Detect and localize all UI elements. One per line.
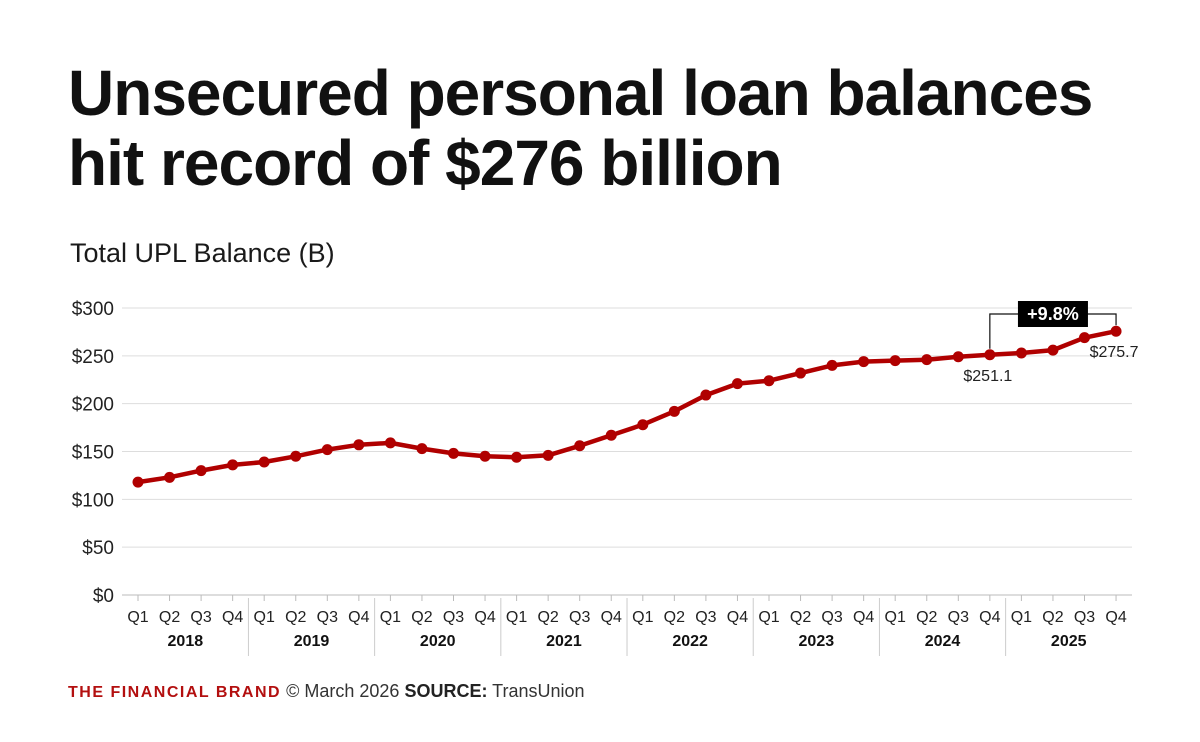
data-point [195,465,207,477]
x-tick-label: Q4 [727,609,748,626]
footer: THE FINANCIAL BRAND © March 2026 SOURCE:… [68,681,585,702]
source-label: SOURCE: [404,681,488,701]
year-label: 2020 [420,633,456,650]
x-tick-label: Q2 [411,609,432,626]
data-point [763,375,775,387]
y-tick-label: $150 [72,443,114,464]
y-tick-label: $100 [72,490,114,511]
title-line-1: Unsecured personal loan balances [68,57,1093,129]
x-tick-label: Q3 [695,609,716,626]
brand-logo-text[interactable]: THE FINANCIAL BRAND [68,684,282,701]
x-tick-label: Q2 [159,609,180,626]
y-tick-label: $250 [72,347,114,368]
data-point [668,405,680,417]
x-tick-label: Q2 [790,609,811,626]
source-name: TransUnion [492,681,585,701]
data-point [731,378,743,390]
change-badge [1017,301,1088,327]
x-tick-label: Q3 [190,609,211,626]
x-tick-label: Q2 [916,609,937,626]
x-tick-label: Q1 [632,609,653,626]
data-point [1015,347,1027,359]
data-point [164,471,176,483]
title-line-2: hit record of $276 billion [68,127,783,199]
data-point [1110,325,1122,337]
x-tick-label: Q3 [443,609,464,626]
x-tick-label: Q4 [348,609,369,626]
year-label: 2024 [925,633,961,650]
data-point [290,450,302,462]
x-tick-label: Q4 [222,609,243,626]
data-point [511,451,523,463]
data-point [700,389,712,401]
year-label: 2022 [672,633,708,650]
x-tick-label: Q1 [885,609,906,626]
data-point [479,450,491,462]
data-point [921,354,933,366]
y-tick-label: $300 [72,299,114,320]
change-badge-label: +9.8% [1027,304,1079,324]
x-tick-label: Q3 [317,609,338,626]
x-tick-label: Q1 [506,609,527,626]
x-tick-label: Q4 [1105,609,1126,626]
x-tick-label: Q2 [537,609,558,626]
data-point [984,349,996,361]
x-tick-label: Q4 [853,609,874,626]
data-point [637,419,649,431]
x-tick-label: Q1 [758,609,779,626]
data-point [132,476,144,488]
x-tick-label: Q2 [285,609,306,626]
data-value-label: $275.7 [1090,344,1139,361]
data-point [952,351,964,363]
y-tick-label: $200 [72,395,114,416]
x-tick-label: Q2 [1042,609,1063,626]
data-point [542,449,554,461]
year-label: 2021 [546,633,582,650]
x-tick-label: Q3 [569,609,590,626]
data-point [605,429,617,441]
x-tick-label: Q1 [254,609,275,626]
data-point [574,440,586,452]
data-point [321,444,333,456]
x-tick-label: Q3 [948,609,969,626]
data-value-label: $251.1 [963,368,1012,385]
data-point [448,447,459,459]
data-point [353,439,365,451]
y-axis-title: Total UPL Balance (B) [70,238,335,268]
data-point [889,355,901,367]
data-point [795,367,807,379]
year-label: 2018 [168,633,204,650]
data-point [416,443,428,455]
year-label: 2025 [1051,633,1087,650]
footer-date: © March 2026 [286,681,400,701]
y-tick-label: $0 [93,586,114,607]
x-tick-label: Q2 [664,609,685,626]
x-tick-label: Q4 [979,609,1000,626]
x-tick-label: Q3 [821,609,842,626]
data-point [826,359,838,371]
data-point [1079,332,1090,344]
x-tick-label: Q3 [1074,609,1095,626]
x-tick-label: Q1 [127,609,148,626]
x-tick-label: Q4 [474,609,495,626]
data-point [1047,344,1059,356]
year-label: 2023 [799,633,835,650]
x-tick-label: Q4 [601,609,622,626]
data-point [858,356,870,368]
data-point [384,437,396,449]
chart-title: Unsecured personal loan balances hit rec… [68,58,1168,198]
y-tick-label: $50 [82,538,114,559]
x-tick-label: Q1 [1011,609,1032,626]
data-point [258,456,270,468]
year-label: 2019 [294,633,330,650]
x-tick-label: Q1 [380,609,401,626]
data-point [227,459,239,471]
series-line [135,328,1119,485]
